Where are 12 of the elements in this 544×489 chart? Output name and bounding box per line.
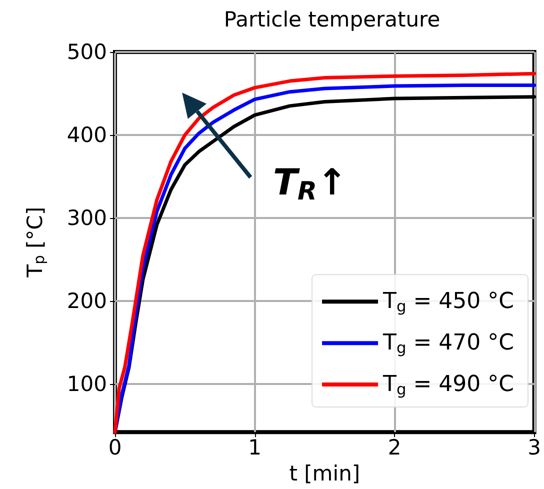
y-tick-label: 100: [66, 372, 107, 396]
y-axis-title: Tp [°C]: [22, 206, 48, 278]
y-tick-label: 400: [66, 122, 107, 147]
y-tick-label: 200: [66, 288, 107, 313]
x-tick-label: 2: [388, 436, 402, 460]
x-axis-title: t [min]: [289, 462, 360, 486]
y-tick-label: 300: [66, 206, 107, 230]
x-tick-label: 0: [108, 436, 122, 460]
y-tick-label: 500: [66, 40, 107, 64]
chart-title: Particle temperature: [224, 8, 440, 32]
x-tick-label: 3: [528, 436, 542, 460]
x-tick-label: 1: [248, 436, 262, 460]
